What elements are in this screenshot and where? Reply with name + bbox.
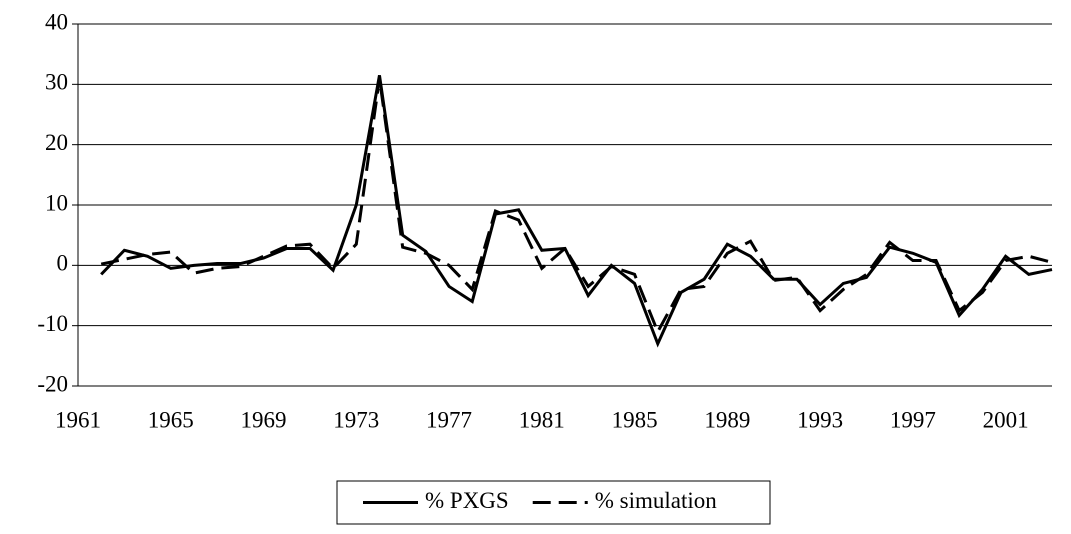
x-tick-label: 2001 — [983, 407, 1029, 432]
x-tick-label: 1981 — [519, 407, 565, 432]
y-tick-label: 10 — [45, 190, 68, 215]
x-tick-label: 1969 — [241, 407, 287, 432]
y-tick-label: 30 — [45, 70, 68, 95]
series-line — [100, 75, 1053, 348]
y-tick-label: 0 — [57, 251, 69, 276]
series-line — [100, 78, 1053, 336]
x-tick-label: 1973 — [333, 407, 379, 432]
legend-label: % PXGS — [425, 488, 509, 513]
x-tick-label: 1997 — [890, 407, 936, 432]
y-tick-label: -20 — [37, 371, 68, 396]
x-tick-label: 1977 — [426, 407, 472, 432]
x-tick-label: 1993 — [797, 407, 843, 432]
x-tick-label: 1985 — [612, 407, 658, 432]
x-tick-label: 1965 — [148, 407, 194, 432]
y-tick-label: -10 — [37, 311, 68, 336]
y-tick-label: 20 — [45, 130, 68, 155]
x-tick-label: 1989 — [704, 407, 750, 432]
y-tick-label: 40 — [45, 9, 68, 34]
x-tick-label: 1961 — [55, 407, 101, 432]
legend-label: % simulation — [595, 488, 718, 513]
